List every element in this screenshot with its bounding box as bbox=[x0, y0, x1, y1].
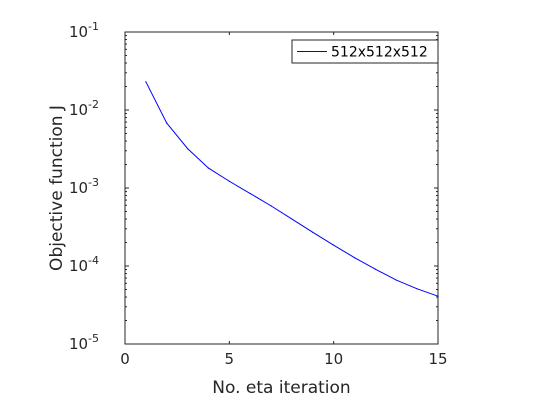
legend-entry-512x512x512: 512x512x512 bbox=[331, 45, 428, 61]
y-tick-label: 10-5 bbox=[69, 332, 99, 353]
y-tick-label: 10-2 bbox=[69, 98, 99, 119]
legend-box bbox=[291, 39, 439, 64]
data-point bbox=[374, 268, 376, 270]
x-tick-label: 5 bbox=[225, 350, 235, 368]
data-point bbox=[416, 288, 418, 290]
x-tick-label: 0 bbox=[120, 350, 130, 368]
data-point bbox=[312, 231, 314, 233]
data-point bbox=[333, 244, 335, 246]
plot-area bbox=[124, 31, 439, 345]
y-tick-label: 10-1 bbox=[69, 20, 99, 41]
y-axis-label: Objective function J bbox=[47, 105, 67, 271]
y-tick-label: 10-4 bbox=[69, 254, 99, 275]
data-point bbox=[228, 180, 230, 182]
data-point bbox=[249, 192, 251, 195]
data-point bbox=[145, 81, 147, 83]
x-tick-label: 10 bbox=[324, 350, 343, 368]
y-tick-label: 10-3 bbox=[69, 176, 99, 197]
data-point bbox=[353, 257, 356, 259]
legend: 512x512x512 bbox=[291, 39, 439, 64]
data-point bbox=[207, 167, 210, 169]
x-tick-label: 15 bbox=[428, 350, 447, 368]
data-point bbox=[437, 295, 439, 297]
data-point bbox=[291, 218, 293, 220]
series-layer bbox=[145, 81, 439, 297]
data-point bbox=[395, 279, 397, 281]
y-axis-ticks: 10-5 10-4 10-3 10-2 10-1 bbox=[69, 20, 438, 353]
data-point bbox=[166, 122, 168, 124]
data-point bbox=[187, 147, 189, 150]
data-point bbox=[270, 205, 272, 207]
x-axis-label: No. eta iteration bbox=[212, 378, 350, 398]
x-axis-ticks: 0 5 10 15 bbox=[120, 32, 448, 368]
